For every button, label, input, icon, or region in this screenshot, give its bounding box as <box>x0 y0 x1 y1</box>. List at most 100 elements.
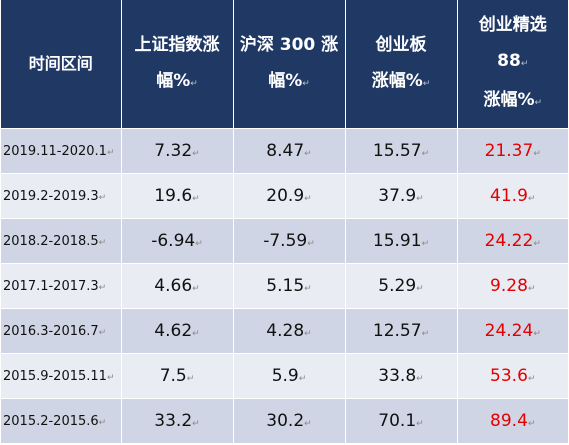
header-hs300-line-2: 幅%↵ <box>268 70 310 91</box>
cell-sse: 19.6↵ <box>121 173 234 219</box>
paragraph-mark-icon: ↵ <box>302 78 310 89</box>
cell-chinext: 70.1↵ <box>345 398 458 443</box>
paragraph-mark-icon: ↵ <box>192 194 200 204</box>
cell-sse: 33.2↵ <box>121 398 234 443</box>
cell-period: 2017.1-2017.3↵ <box>1 263 122 309</box>
cell-period: 2018.2-2018.5↵ <box>1 218 122 264</box>
paragraph-mark-icon: ↵ <box>307 239 315 249</box>
paragraph-mark-icon: ↵ <box>195 239 203 249</box>
paragraph-mark-icon: ↵ <box>190 78 198 89</box>
paragraph-mark-icon: ↵ <box>527 194 536 204</box>
cell-chinext88: 24.22↵ <box>457 218 568 264</box>
paragraph-mark-icon: ↵ <box>421 239 430 249</box>
table-row: 2017.1-2017.3↵ 4.66↵ 5.15↵ 5.29↵ 9.28↵ <box>1 263 568 309</box>
paragraph-mark-icon: ↵ <box>527 284 536 294</box>
cell-hs300: 8.47↵ <box>233 128 346 174</box>
paragraph-mark-icon: ↵ <box>98 192 107 203</box>
cell-chinext88: 9.28↵ <box>457 263 568 309</box>
cell-period: 2016.3-2016.7↵ <box>1 308 122 354</box>
cell-sse: 7.32↵ <box>121 128 234 174</box>
paragraph-mark-icon: ↵ <box>304 329 312 339</box>
table-row: 2018.2-2018.5↵ -6.94↵ -7.59↵ 15.91↵ 24.2… <box>1 218 568 264</box>
table-row: 2015.2-2015.6↵ 33.2↵ 30.2↵ 70.1↵ 89.4↵ <box>1 398 568 443</box>
cell-chinext88: 21.37↵ <box>457 128 568 174</box>
paragraph-mark-icon: ↵ <box>192 284 200 294</box>
paragraph-mark-icon: ↵ <box>416 194 424 204</box>
paragraph-mark-icon: ↵ <box>416 419 424 429</box>
cell-hs300: 30.2↵ <box>233 398 346 443</box>
paragraph-mark-icon: ↵ <box>106 372 115 383</box>
cell-hs300: 5.9↵ <box>233 353 346 399</box>
paragraph-mark-icon: ↵ <box>192 329 200 339</box>
paragraph-mark-icon: ↵ <box>416 284 424 294</box>
cell-period: 2015.2-2015.6↵ <box>1 398 122 443</box>
paragraph-mark-icon: ↵ <box>304 194 312 204</box>
cell-hs300: 4.28↵ <box>233 308 346 354</box>
header-row: 时间区间 上证指数涨 幅%↵ 沪深 300 涨 幅%↵ 创业板 涨幅%↵ 创业精… <box>1 0 568 129</box>
cell-chinext: 5.29↵ <box>345 263 458 309</box>
paragraph-mark-icon: ↵ <box>533 329 541 339</box>
paragraph-mark-icon: ↵ <box>533 239 541 249</box>
cell-chinext88: 41.9↵ <box>457 173 568 219</box>
table-row: 2016.3-2016.7↵ 4.62↵ 4.28↵ 12.57↵ 24.24↵ <box>1 308 568 354</box>
paragraph-mark-icon: ↵ <box>304 284 312 294</box>
header-sse-line-2: 幅%↵ <box>156 70 198 91</box>
cell-period: 2019.2-2019.3↵ <box>1 173 122 219</box>
paragraph-mark-icon: ↵ <box>520 59 529 69</box>
cell-chinext: 33.8↵ <box>345 353 458 399</box>
cell-period: 2019.11-2020.1↵ <box>1 128 122 174</box>
cell-sse: 4.62↵ <box>121 308 234 354</box>
cell-period: 2015.9-2015.11↵ <box>1 353 122 399</box>
header-period: 时间区间 <box>1 0 122 129</box>
paragraph-mark-icon: ↵ <box>527 374 536 384</box>
table-body: 2019.11-2020.1↵ 7.32↵ 8.47↵ 15.57↵ 21.37… <box>1 128 568 443</box>
header-hs300: 沪深 300 涨 幅%↵ <box>233 0 346 129</box>
header-chinext-line-1: 创业板 <box>375 34 427 55</box>
cell-chinext88: 89.4↵ <box>457 398 568 443</box>
paragraph-mark-icon: ↵ <box>416 374 424 384</box>
paragraph-mark-icon: ↵ <box>533 149 541 159</box>
paragraph-mark-icon: ↵ <box>304 149 312 159</box>
paragraph-mark-icon: ↵ <box>192 419 200 429</box>
header-chinext88: 创业精选 88↵ 涨幅%↵ <box>457 0 568 129</box>
paragraph-mark-icon: ↵ <box>192 149 200 159</box>
paragraph-mark-icon: ↵ <box>98 417 107 428</box>
header-chinext-line-2: 涨幅%↵ <box>371 70 431 91</box>
header-hs300-line-1: 沪深 300 涨 <box>239 34 339 55</box>
header-chinext88-line-1: 创业精选 <box>478 15 547 35</box>
cell-hs300: -7.59↵ <box>233 218 346 264</box>
paragraph-mark-icon: ↵ <box>98 327 107 338</box>
table-row: 2019.2-2019.3↵ 19.6↵ 20.9↵ 37.9↵ 41.9↵ <box>1 173 568 219</box>
table-row: 2015.9-2015.11↵ 7.5↵ 5.9↵ 33.8↵ 53.6↵ <box>1 353 568 399</box>
cell-sse: 7.5↵ <box>121 353 234 399</box>
table-row: 2019.11-2020.1↵ 7.32↵ 8.47↵ 15.57↵ 21.37… <box>1 128 568 174</box>
header-sse-line-1: 上证指数涨 <box>134 34 220 55</box>
paragraph-mark-icon: ↵ <box>421 149 430 159</box>
header-chinext: 创业板 涨幅%↵ <box>345 0 458 129</box>
cell-chinext88: 24.24↵ <box>457 308 568 354</box>
header-chinext88-line-2: 88↵ <box>497 51 529 71</box>
table-header: 时间区间 上证指数涨 幅%↵ 沪深 300 涨 幅%↵ 创业板 涨幅%↵ 创业精… <box>1 0 568 129</box>
paragraph-mark-icon: ↵ <box>527 419 536 429</box>
paragraph-mark-icon: ↵ <box>98 282 107 293</box>
cell-chinext88: 53.6↵ <box>457 353 568 399</box>
cell-hs300: 20.9↵ <box>233 173 346 219</box>
cell-chinext: 15.91↵ <box>345 218 458 264</box>
cell-sse: 4.66↵ <box>121 263 234 309</box>
paragraph-mark-icon: ↵ <box>106 147 115 158</box>
paragraph-mark-icon: ↵ <box>534 98 543 108</box>
paragraph-mark-icon: ↵ <box>304 419 312 429</box>
cell-chinext: 15.57↵ <box>345 128 458 174</box>
paragraph-mark-icon: ↵ <box>422 78 431 89</box>
paragraph-mark-icon: ↵ <box>421 329 430 339</box>
header-period-label: 时间区间 <box>28 54 93 73</box>
cell-sse: -6.94↵ <box>121 218 234 264</box>
cell-chinext: 37.9↵ <box>345 173 458 219</box>
paragraph-mark-icon: ↵ <box>298 374 307 384</box>
paragraph-mark-icon: ↵ <box>98 237 107 248</box>
cell-hs300: 5.15↵ <box>233 263 346 309</box>
paragraph-mark-icon: ↵ <box>186 374 195 384</box>
cell-chinext: 12.57↵ <box>345 308 458 354</box>
header-chinext88-line-3: 涨幅%↵ <box>483 90 543 110</box>
